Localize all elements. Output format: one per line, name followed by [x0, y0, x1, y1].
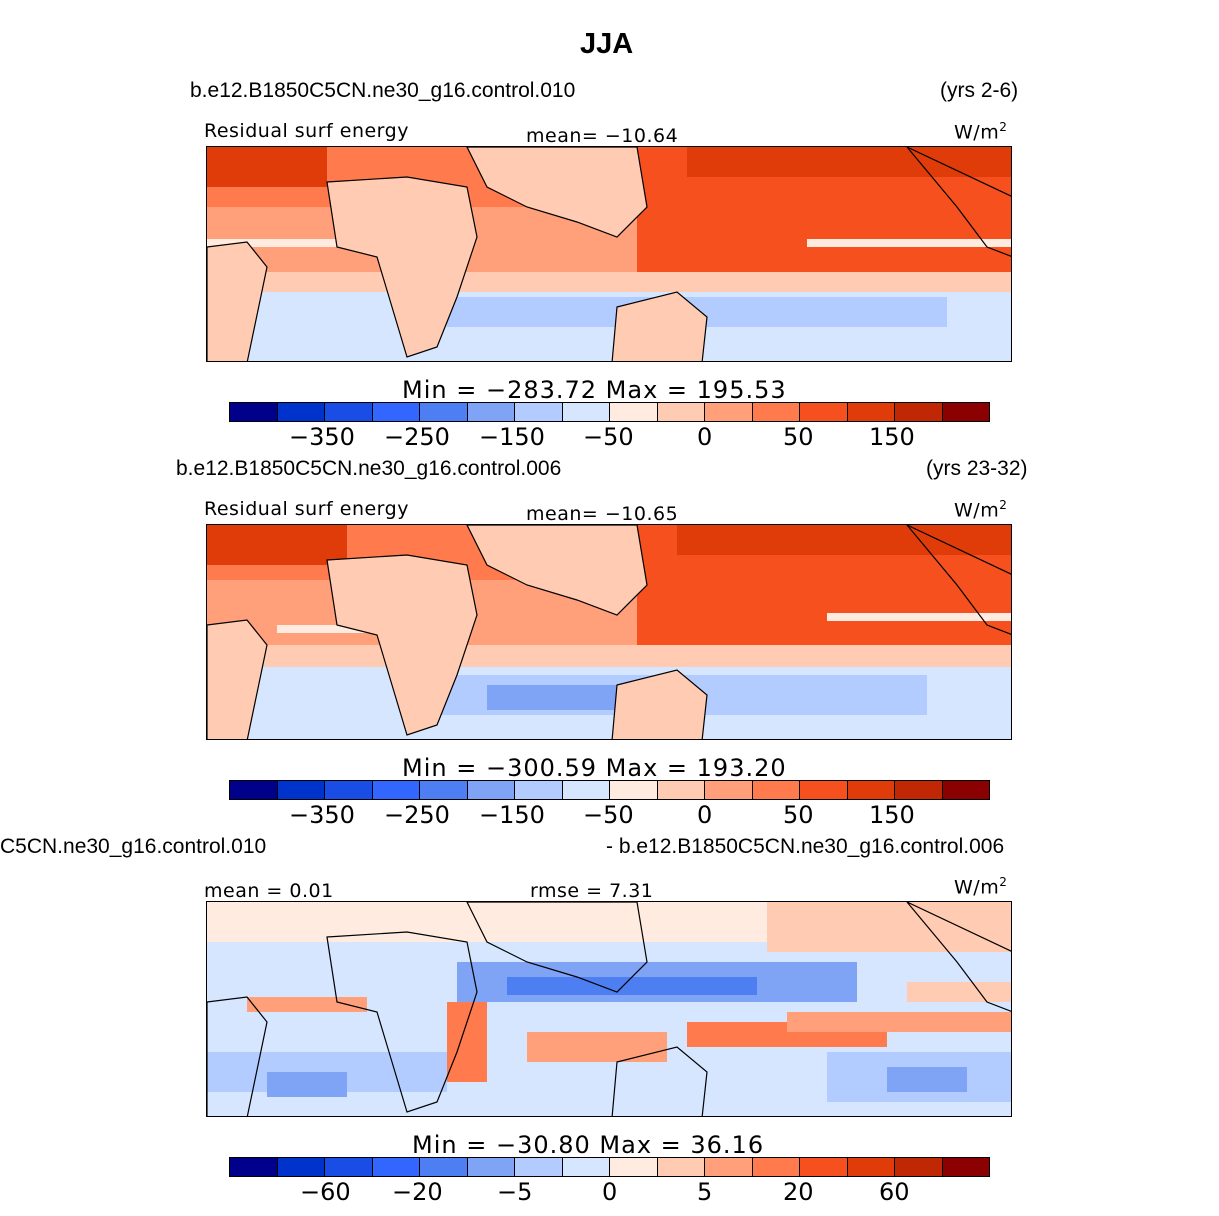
panel1-tick: −150 [479, 423, 545, 451]
central-america-coast [906, 147, 1011, 257]
panel2-tick: −50 [583, 801, 634, 829]
panel2-tick: 0 [697, 801, 713, 829]
panel1-tick: 0 [697, 423, 713, 451]
panel1-variable-label: Residual surf energy [204, 120, 409, 142]
panel2-tick: −350 [289, 801, 355, 829]
panel1-tick: 50 [783, 423, 814, 451]
asia-landmass [466, 902, 648, 993]
australia-landmass [611, 669, 708, 739]
panel1-units: W/m2 [954, 120, 1008, 144]
panel2-minmax: Min = −300.59 Max = 193.20 [402, 754, 787, 782]
panel3-case-right: - b.e12.B1850C5CN.ne30_g16.control.006 [606, 835, 1005, 858]
panel1-colorbar [229, 402, 990, 422]
africa-landmass [326, 554, 478, 736]
panel2-tick: 50 [783, 801, 814, 829]
panel2-tick: −250 [384, 801, 450, 829]
africa-landmass [326, 931, 478, 1113]
panel3-tick: −60 [300, 1178, 351, 1206]
panel3-tick: 20 [783, 1178, 814, 1206]
panel1-case-name: b.e12.B1850C5CN.ne30_g16.control.010 [190, 79, 576, 102]
panel3-map [206, 901, 1012, 1117]
south-america-landmass [207, 241, 268, 361]
panel3-tick: −5 [497, 1178, 533, 1206]
panel1-tick: −350 [289, 423, 355, 451]
panel3-tick: 0 [602, 1178, 618, 1206]
panel2-years: (yrs 23-32) [926, 457, 1028, 480]
australia-landmass [611, 291, 708, 361]
panel1-tick: −250 [384, 423, 450, 451]
panel3-tick: 60 [879, 1178, 910, 1206]
central-america-coast [906, 525, 1011, 635]
panel2-variable-label: Residual surf energy [204, 498, 409, 520]
panel1-tick: −50 [583, 423, 634, 451]
panel3-colorbar [229, 1157, 990, 1177]
panel1-minmax: Min = −283.72 Max = 195.53 [402, 376, 787, 404]
panel2-mean: mean= −10.65 [526, 503, 679, 525]
page-title: JJA [580, 28, 634, 60]
panel3-tick: −20 [392, 1178, 443, 1206]
panel2-colorbar [229, 780, 990, 800]
panel2-units: W/m2 [954, 498, 1008, 522]
south-america-landmass [207, 996, 268, 1116]
panel2-tick: 150 [869, 801, 915, 829]
australia-landmass [611, 1046, 708, 1116]
panel1-mean: mean= −10.64 [526, 125, 679, 147]
panel3-minmax: Min = −30.80 Max = 36.16 [412, 1131, 765, 1159]
asia-landmass [466, 147, 648, 238]
panel1-years: (yrs 2-6) [940, 79, 1019, 102]
panel3-mean: mean = 0.01 [204, 880, 334, 902]
central-america-coast [906, 902, 1011, 1012]
south-america-landmass [207, 619, 268, 739]
africa-landmass [326, 176, 478, 358]
panel2-map [206, 524, 1012, 740]
panel3-units: W/m2 [954, 875, 1008, 899]
panel3-case-left: C5CN.ne30_g16.control.010 [0, 835, 267, 858]
panel3-rmse: rmse = 7.31 [530, 880, 654, 902]
panel1-tick: 150 [869, 423, 915, 451]
panel3-tick: 5 [697, 1178, 713, 1206]
panel2-tick: −150 [479, 801, 545, 829]
asia-landmass [466, 525, 648, 616]
panel2-case-name: b.e12.B1850C5CN.ne30_g16.control.006 [176, 457, 562, 480]
panel1-map [206, 146, 1012, 362]
